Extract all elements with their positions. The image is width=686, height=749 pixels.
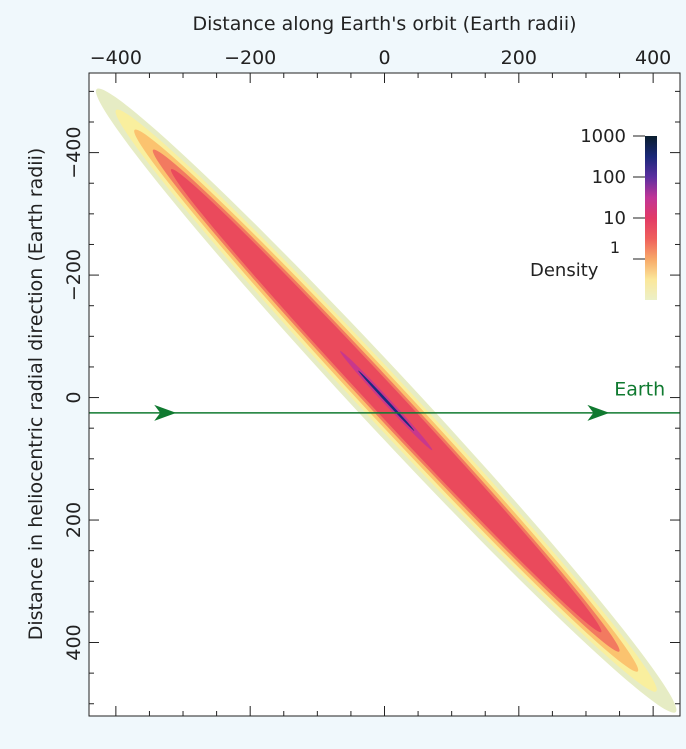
annotation-layer: Earth	[89, 379, 680, 421]
colorbar-ticks: 1 10 100 1000	[580, 126, 645, 260]
y-tick-label: −400	[63, 127, 85, 179]
colorbar-tick-label: 1	[610, 238, 620, 257]
colorbar-tick-label: 10	[603, 208, 626, 229]
earth-label: Earth	[614, 379, 665, 401]
x-axis-label: Distance along Earth's orbit (Earth radi…	[192, 13, 576, 35]
colorbar: 1 10 100 1000 Density	[530, 126, 657, 300]
x-tick-label: 200	[501, 47, 537, 69]
y-tick-label: −200	[63, 249, 85, 301]
y-tick-label: 400	[63, 624, 85, 660]
colorbar-label: Density	[530, 260, 599, 281]
trajectory-arrow	[154, 404, 177, 421]
y-tick-label: 0	[63, 392, 85, 404]
y-axis-label: Distance in heliocentric radial directio…	[25, 148, 47, 641]
x-tick-label: 400	[635, 47, 671, 69]
x-tick-label: −200	[224, 47, 276, 69]
density-band-300	[358, 370, 415, 431]
y-ticks: −400 −200 0 200 400	[63, 90, 680, 705]
y-tick-label: 200	[63, 502, 85, 538]
density-layer	[95, 88, 677, 713]
x-tick-label: −400	[90, 47, 142, 69]
x-ticks: −400 −200 0 200 400	[90, 47, 671, 716]
colorbar-tick-label: 1000	[580, 126, 626, 147]
colorbar-tick-label: 100	[592, 167, 626, 188]
trajectory-arrow	[587, 404, 610, 421]
colorbar-gradient	[645, 136, 657, 300]
x-tick-label: 0	[378, 47, 390, 69]
